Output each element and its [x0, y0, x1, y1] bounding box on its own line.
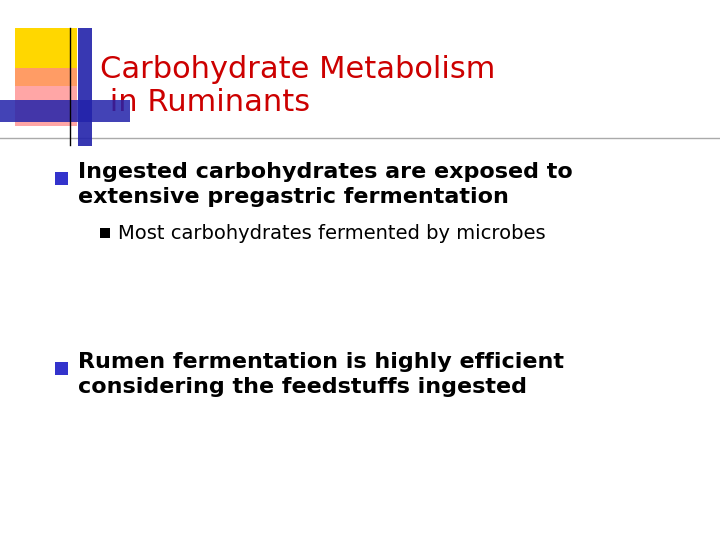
Text: Carbohydrate Metabolism: Carbohydrate Metabolism: [100, 55, 495, 84]
Bar: [15, 28, 77, 86]
Bar: [55, 362, 68, 375]
Text: in Ruminants: in Ruminants: [100, 88, 310, 117]
Bar: [78, 28, 92, 146]
Bar: [15, 68, 77, 126]
Bar: [55, 172, 68, 185]
Text: Rumen fermentation is highly efficient: Rumen fermentation is highly efficient: [78, 352, 564, 372]
Text: considering the feedstuffs ingested: considering the feedstuffs ingested: [78, 377, 527, 397]
Text: extensive pregastric fermentation: extensive pregastric fermentation: [78, 187, 509, 207]
Text: Most carbohydrates fermented by microbes: Most carbohydrates fermented by microbes: [118, 224, 546, 243]
Bar: [0, 100, 130, 122]
Text: Ingested carbohydrates are exposed to: Ingested carbohydrates are exposed to: [78, 162, 572, 182]
Bar: [100, 228, 110, 238]
